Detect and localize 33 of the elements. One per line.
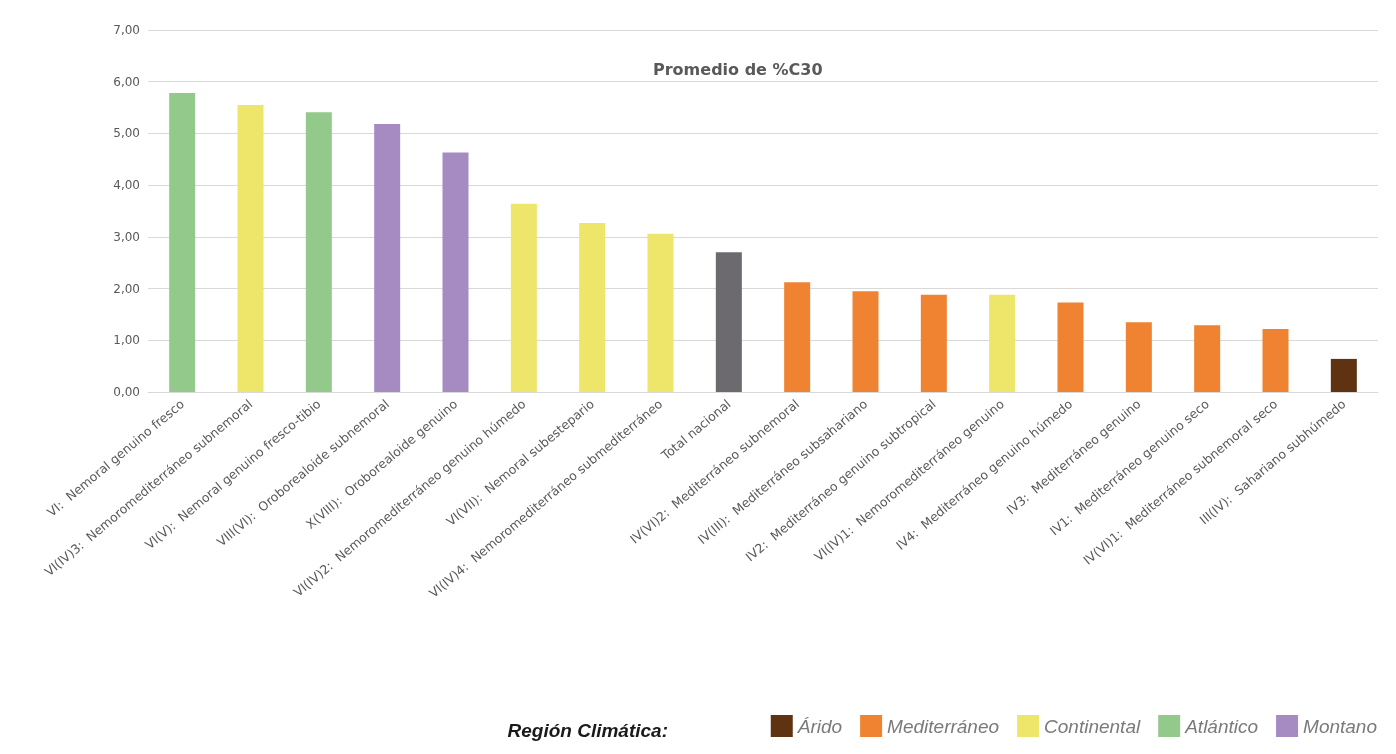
bar	[1262, 328, 1289, 392]
bar	[510, 203, 537, 392]
legend-title: Región Climática:	[507, 720, 669, 741]
legend-label: Atlántico	[1184, 715, 1259, 737]
bar	[374, 124, 401, 392]
bar	[237, 104, 264, 392]
bar	[1194, 325, 1221, 392]
bar	[1057, 302, 1084, 392]
legend-label: Mediterráneo	[887, 715, 1000, 737]
bar	[305, 112, 332, 392]
bar	[1125, 322, 1152, 392]
bar	[442, 152, 469, 392]
y-tick-label: 4,00	[113, 178, 140, 193]
bar	[1330, 358, 1357, 392]
legend-label: Montano	[1303, 715, 1378, 737]
legend-label: Árido	[796, 715, 843, 737]
bar	[169, 93, 196, 392]
text: Promedio de %C30	[653, 59, 823, 79]
legend-label: Continental	[1044, 715, 1141, 737]
bar	[852, 291, 879, 392]
bar	[715, 252, 742, 392]
y-tick-label: 5,00	[113, 126, 140, 141]
y-tick-label: 2,00	[113, 281, 140, 296]
y-tick-label: 0,00	[113, 385, 140, 399]
y-tick-label: 3,00	[113, 229, 140, 244]
y-tick-label: 6,00	[113, 74, 140, 89]
y-tick-label: 1,00	[113, 333, 140, 348]
bar	[784, 282, 811, 392]
y-tick-label: 7,00	[113, 23, 140, 37]
bar	[989, 294, 1016, 392]
bar	[920, 294, 947, 392]
bar	[647, 233, 674, 392]
bar	[579, 222, 606, 392]
